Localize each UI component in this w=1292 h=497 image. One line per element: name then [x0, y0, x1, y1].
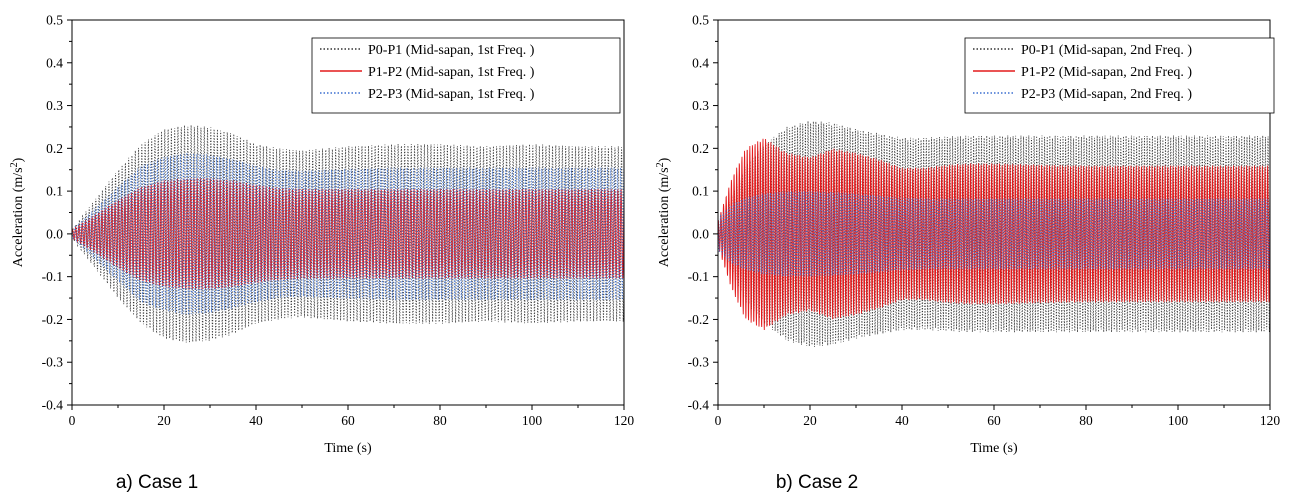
y-axis-title-close: ) [11, 157, 26, 162]
y-tick-label: 0.4 [46, 55, 63, 70]
y-tick-label: 0.3 [692, 98, 709, 113]
y-tick-label: -0.4 [688, 398, 710, 413]
y-axis-title-sup: 2 [9, 162, 20, 167]
x-tick-label: 120 [614, 413, 635, 428]
series-line-p2-p3 [71, 152, 625, 315]
y-axis-title: Acceleration (m/s2) [655, 157, 673, 267]
legend-label-p2-p3: P2-P3 (Mid-sapan, 2nd Freq. ) [1021, 87, 1192, 102]
y-tick-label: 0.2 [46, 141, 63, 156]
x-tick-label: 80 [433, 413, 447, 428]
x-axis-title: Time (s) [324, 441, 372, 456]
y-axis-title-close: ) [657, 157, 672, 162]
x-tick-label: 0 [715, 413, 722, 428]
y-tick-label: -0.4 [42, 398, 64, 413]
legend-box [311, 37, 621, 114]
legend-box [964, 37, 1275, 114]
y-axis-title-sup: 2 [655, 162, 666, 167]
x-tick-label: 100 [522, 413, 543, 428]
y-tick-label: 0.4 [692, 55, 709, 70]
caption: a) Case 1 [116, 472, 198, 493]
y-tick-label: 0.0 [692, 226, 709, 241]
y-tick-label: 0.5 [692, 13, 709, 28]
series-line-p1-p2 [71, 178, 625, 290]
x-tick-label: 40 [249, 413, 263, 428]
x-tick-label: 40 [895, 413, 909, 428]
caption: b) Case 2 [776, 472, 858, 493]
x-tick-label: 100 [1168, 413, 1189, 428]
series-layer [71, 125, 625, 343]
y-tick-label: -0.2 [688, 312, 709, 327]
y-axis-title-main: Acceleration (m/s [657, 167, 672, 267]
y-tick-label: 0.3 [46, 98, 63, 113]
legend-label-p0-p1: P0-P1 (Mid-sapan, 1st Freq. ) [368, 43, 535, 58]
panel-case-1: 0 20 40 60 80 100 120 -0.4 -0.3 -0.2 -0.1 0.0 0.1 0.2… [9, 13, 635, 494]
series-line-p1-p2 [717, 138, 1271, 330]
y-tick-label: 0.2 [692, 141, 709, 156]
x-axis-title: Time (s) [970, 441, 1018, 456]
series-line-p2-p3 [717, 191, 1271, 277]
legend-label-p0-p1: P0-P1 (Mid-sapan, 2nd Freq. ) [1021, 43, 1192, 58]
panel-case-2: 0 20 40 60 80 100 120 -0.4 -0.3 -0.2 -0.1 0.0 0.1 0.2… [655, 13, 1281, 494]
y-tick-label: -0.3 [688, 355, 710, 370]
x-tick-label: 120 [1260, 413, 1281, 428]
x-tick-label: 60 [341, 413, 355, 428]
legend-label-p1-p2: P1-P2 (Mid-sapan, 2nd Freq. ) [1021, 65, 1192, 80]
legend-label-p1-p2: P1-P2 (Mid-sapan, 1st Freq. ) [368, 65, 535, 80]
x-tick-label: 20 [803, 413, 817, 428]
y-tick-label: -0.1 [688, 269, 709, 284]
legend-label-p2-p3: P2-P3 (Mid-sapan, 1st Freq. ) [368, 87, 535, 102]
x-tick-label: 0 [69, 413, 76, 428]
y-axis-title: Acceleration (m/s2) [9, 157, 27, 267]
y-tick-label: 0.0 [46, 226, 63, 241]
y-tick-label: -0.3 [42, 355, 64, 370]
y-tick-label: -0.1 [42, 269, 63, 284]
y-tick-label: 0.1 [692, 184, 709, 199]
legend: P0-P1 (Mid-sapan, 1st Freq. ) P1-P2 (Mid… [311, 37, 621, 114]
y-tick-label: -0.2 [42, 312, 63, 327]
legend: P0-P1 (Mid-sapan, 2nd Freq. ) P1-P2 (Mid… [964, 37, 1275, 114]
y-axis-title-main: Acceleration (m/s [11, 167, 26, 267]
x-tick-label: 80 [1079, 413, 1093, 428]
x-tick-label: 60 [987, 413, 1001, 428]
series-layer [717, 121, 1271, 347]
y-tick-label: 0.5 [46, 13, 63, 28]
x-tick-label: 20 [157, 413, 171, 428]
y-tick-label: 0.1 [46, 184, 63, 199]
tick-layer: 0 20 40 60 80 100 120 -0.4 -0.3 -0.2 -0.1 0.0 0.1 0.2… [688, 13, 1281, 429]
tick-layer: 0 20 40 60 80 100 120 -0.4 -0.3 -0.2 -0.1 0.0 0.1 0.2… [42, 13, 635, 429]
